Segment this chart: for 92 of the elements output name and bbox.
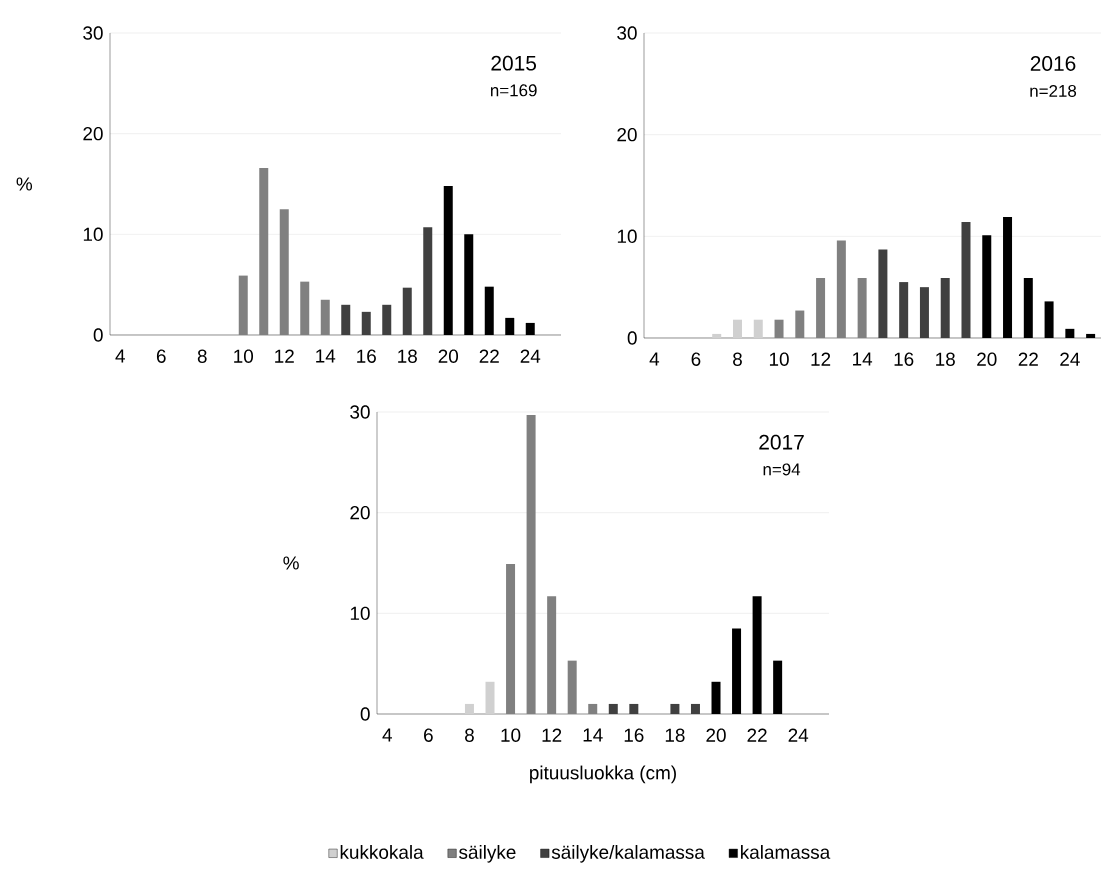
x-tick-label: 24 (520, 349, 541, 363)
x-tick-label: 12 (275, 349, 294, 363)
bar (961, 222, 971, 338)
x-tick-label: 14 (316, 349, 336, 363)
x-tick-label: 24 (788, 728, 809, 742)
bar (300, 281, 310, 335)
x-tick-label: 18 (398, 349, 417, 363)
bar (423, 227, 433, 335)
bar (690, 703, 700, 714)
bar (878, 249, 888, 338)
bar (567, 660, 577, 714)
bar (670, 703, 680, 714)
x-tick-label: 24 (1060, 352, 1080, 366)
annotation: 2016 (1030, 56, 1076, 71)
x-tick-label: 4 (649, 352, 660, 366)
y-tick-label: 30 (83, 26, 103, 40)
x-tick-label: 8 (733, 352, 742, 366)
bar (259, 167, 269, 335)
bar (795, 310, 805, 338)
bar (320, 299, 330, 335)
x-tick-label: 22 (747, 728, 767, 742)
x-tick-label: 14 (853, 352, 873, 366)
bar (919, 287, 929, 338)
bar (279, 209, 289, 335)
bar (608, 703, 618, 714)
x-tick-label: 22 (1018, 352, 1038, 366)
bar (940, 278, 950, 338)
x-tick-label: 6 (156, 349, 166, 363)
x-tick-label: 10 (501, 728, 521, 742)
bar (753, 319, 763, 338)
x-tick-label: 4 (382, 728, 392, 742)
bar (629, 703, 639, 714)
x-tick-label: 20 (438, 349, 459, 363)
x-tick-label: 16 (357, 349, 376, 363)
bar (341, 304, 351, 335)
bar (899, 282, 909, 338)
bar (836, 240, 846, 338)
legend-label: kalamassa (741, 845, 831, 859)
x-tick-label: 12 (811, 352, 831, 366)
bar (238, 275, 248, 335)
x-tick-label: 12 (542, 728, 562, 742)
bar (547, 596, 557, 714)
x-tick-label: 22 (479, 349, 499, 363)
annotation: n=94 (763, 463, 801, 476)
bar (361, 311, 371, 335)
x-tick-label: 4 (115, 349, 125, 363)
bar (382, 304, 392, 335)
annotation: 2017 (759, 434, 804, 450)
y-tick-label: 20 (617, 127, 637, 142)
y-axis-title: % (283, 556, 299, 570)
bar (526, 415, 536, 714)
legend-label: kukkokala (340, 845, 424, 859)
bar (485, 681, 495, 714)
bar (464, 703, 474, 714)
x-tick-label: 14 (583, 728, 603, 742)
legend-label: säilyke/kalamassa (551, 845, 705, 863)
y-tick-label: 0 (93, 328, 103, 342)
x-axis-title: pituusluokka (cm) (530, 765, 676, 784)
bar (774, 319, 784, 338)
annotation: 2015 (491, 55, 537, 71)
x-tick-label: 18 (665, 728, 685, 742)
y-tick-label: 10 (617, 229, 637, 244)
y-tick-label: 30 (617, 26, 637, 40)
x-tick-label: 8 (465, 728, 474, 742)
annotation: n=169 (490, 84, 537, 97)
x-tick-label: 16 (624, 728, 644, 742)
annotation: n=218 (1030, 84, 1077, 97)
x-tick-label: 8 (197, 349, 207, 363)
y-tick-label: 10 (350, 606, 370, 621)
x-tick-label: 6 (424, 728, 433, 742)
y-axis-title: % (16, 177, 33, 191)
x-tick-label: 6 (691, 352, 701, 366)
y-tick-label: 20 (83, 126, 103, 141)
y-tick-label: 20 (350, 505, 370, 520)
bar (402, 287, 412, 335)
x-tick-label: 20 (706, 728, 726, 742)
x-tick-label: 18 (936, 352, 955, 366)
y-tick-label: 0 (627, 331, 637, 345)
y-tick-label: 10 (83, 227, 103, 242)
bar (816, 278, 826, 338)
x-tick-label: 16 (894, 352, 914, 366)
bar (857, 278, 867, 338)
x-tick-label: 20 (977, 352, 997, 366)
bar (712, 333, 722, 338)
x-tick-label: 10 (234, 349, 254, 363)
bar (588, 703, 598, 714)
bar (506, 564, 516, 714)
y-tick-label: 30 (350, 405, 370, 419)
legend-label: säilyke (459, 845, 516, 863)
y-tick-label: 0 (360, 707, 370, 721)
bar (732, 319, 742, 338)
x-tick-label: 10 (769, 352, 789, 366)
